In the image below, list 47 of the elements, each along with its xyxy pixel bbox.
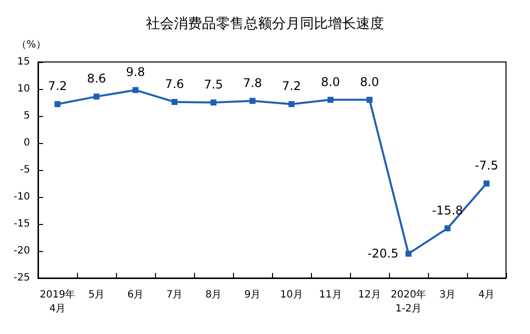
data-label: -20.5 <box>367 246 398 261</box>
point <box>328 96 334 103</box>
x-tick-label: 8月 <box>205 290 222 300</box>
x-tick-label: 6月 <box>127 290 144 300</box>
point <box>366 96 372 103</box>
y-tick-label: 15 <box>17 56 30 68</box>
y-tick-label: -15 <box>14 218 30 230</box>
y-tick-label: 0 <box>24 138 30 148</box>
x-tick-label: 4月 <box>478 290 495 300</box>
point <box>406 250 412 257</box>
chart-title: 社会消费品零售总额分月同比增长速度 <box>146 16 384 32</box>
x-tick-label: 2019年 4月 <box>40 288 76 314</box>
x-tick-label: 12月 <box>358 290 381 300</box>
point <box>288 101 294 108</box>
y-tick-label: -20 <box>14 246 30 256</box>
point <box>54 101 60 108</box>
x-tick-label: 7月 <box>166 290 183 300</box>
point <box>250 98 256 104</box>
data-label: 7.2 <box>48 79 68 94</box>
data-label: 7.6 <box>164 76 184 91</box>
point <box>94 94 100 100</box>
x-tick-label: 10月 <box>280 290 303 300</box>
data-label: 9.8 <box>126 65 146 80</box>
data-label: 8.0 <box>360 74 380 89</box>
y-tick-label: 10 <box>17 84 30 94</box>
data-label: 8.6 <box>86 72 106 86</box>
x-tick-label: 9月 <box>244 290 261 300</box>
point <box>172 98 178 105</box>
y-axis-title: （%） <box>16 40 46 50</box>
y-tick-label: -25 <box>14 272 30 284</box>
data-label: 7.5 <box>204 78 224 92</box>
y-tick-label: 5 <box>24 110 30 122</box>
data-label: -7.5 <box>474 158 498 172</box>
data-label: 8.0 <box>320 74 340 89</box>
point <box>484 180 490 186</box>
data-label: 7.2 <box>282 79 302 94</box>
point <box>444 225 450 232</box>
x-tick-label: 3月 <box>439 290 456 300</box>
data-label: 7.8 <box>242 76 262 90</box>
x-tick-label: 5月 <box>88 290 105 300</box>
y-tick-label: -10 <box>14 192 30 202</box>
x-tick-label: 11月 <box>319 290 342 300</box>
point <box>132 87 138 94</box>
x-tick-label: 2020年 1-2月 <box>390 288 426 314</box>
point <box>210 100 216 106</box>
data-label: -15.8 <box>432 203 464 218</box>
y-tick-label: -5 <box>20 164 30 176</box>
